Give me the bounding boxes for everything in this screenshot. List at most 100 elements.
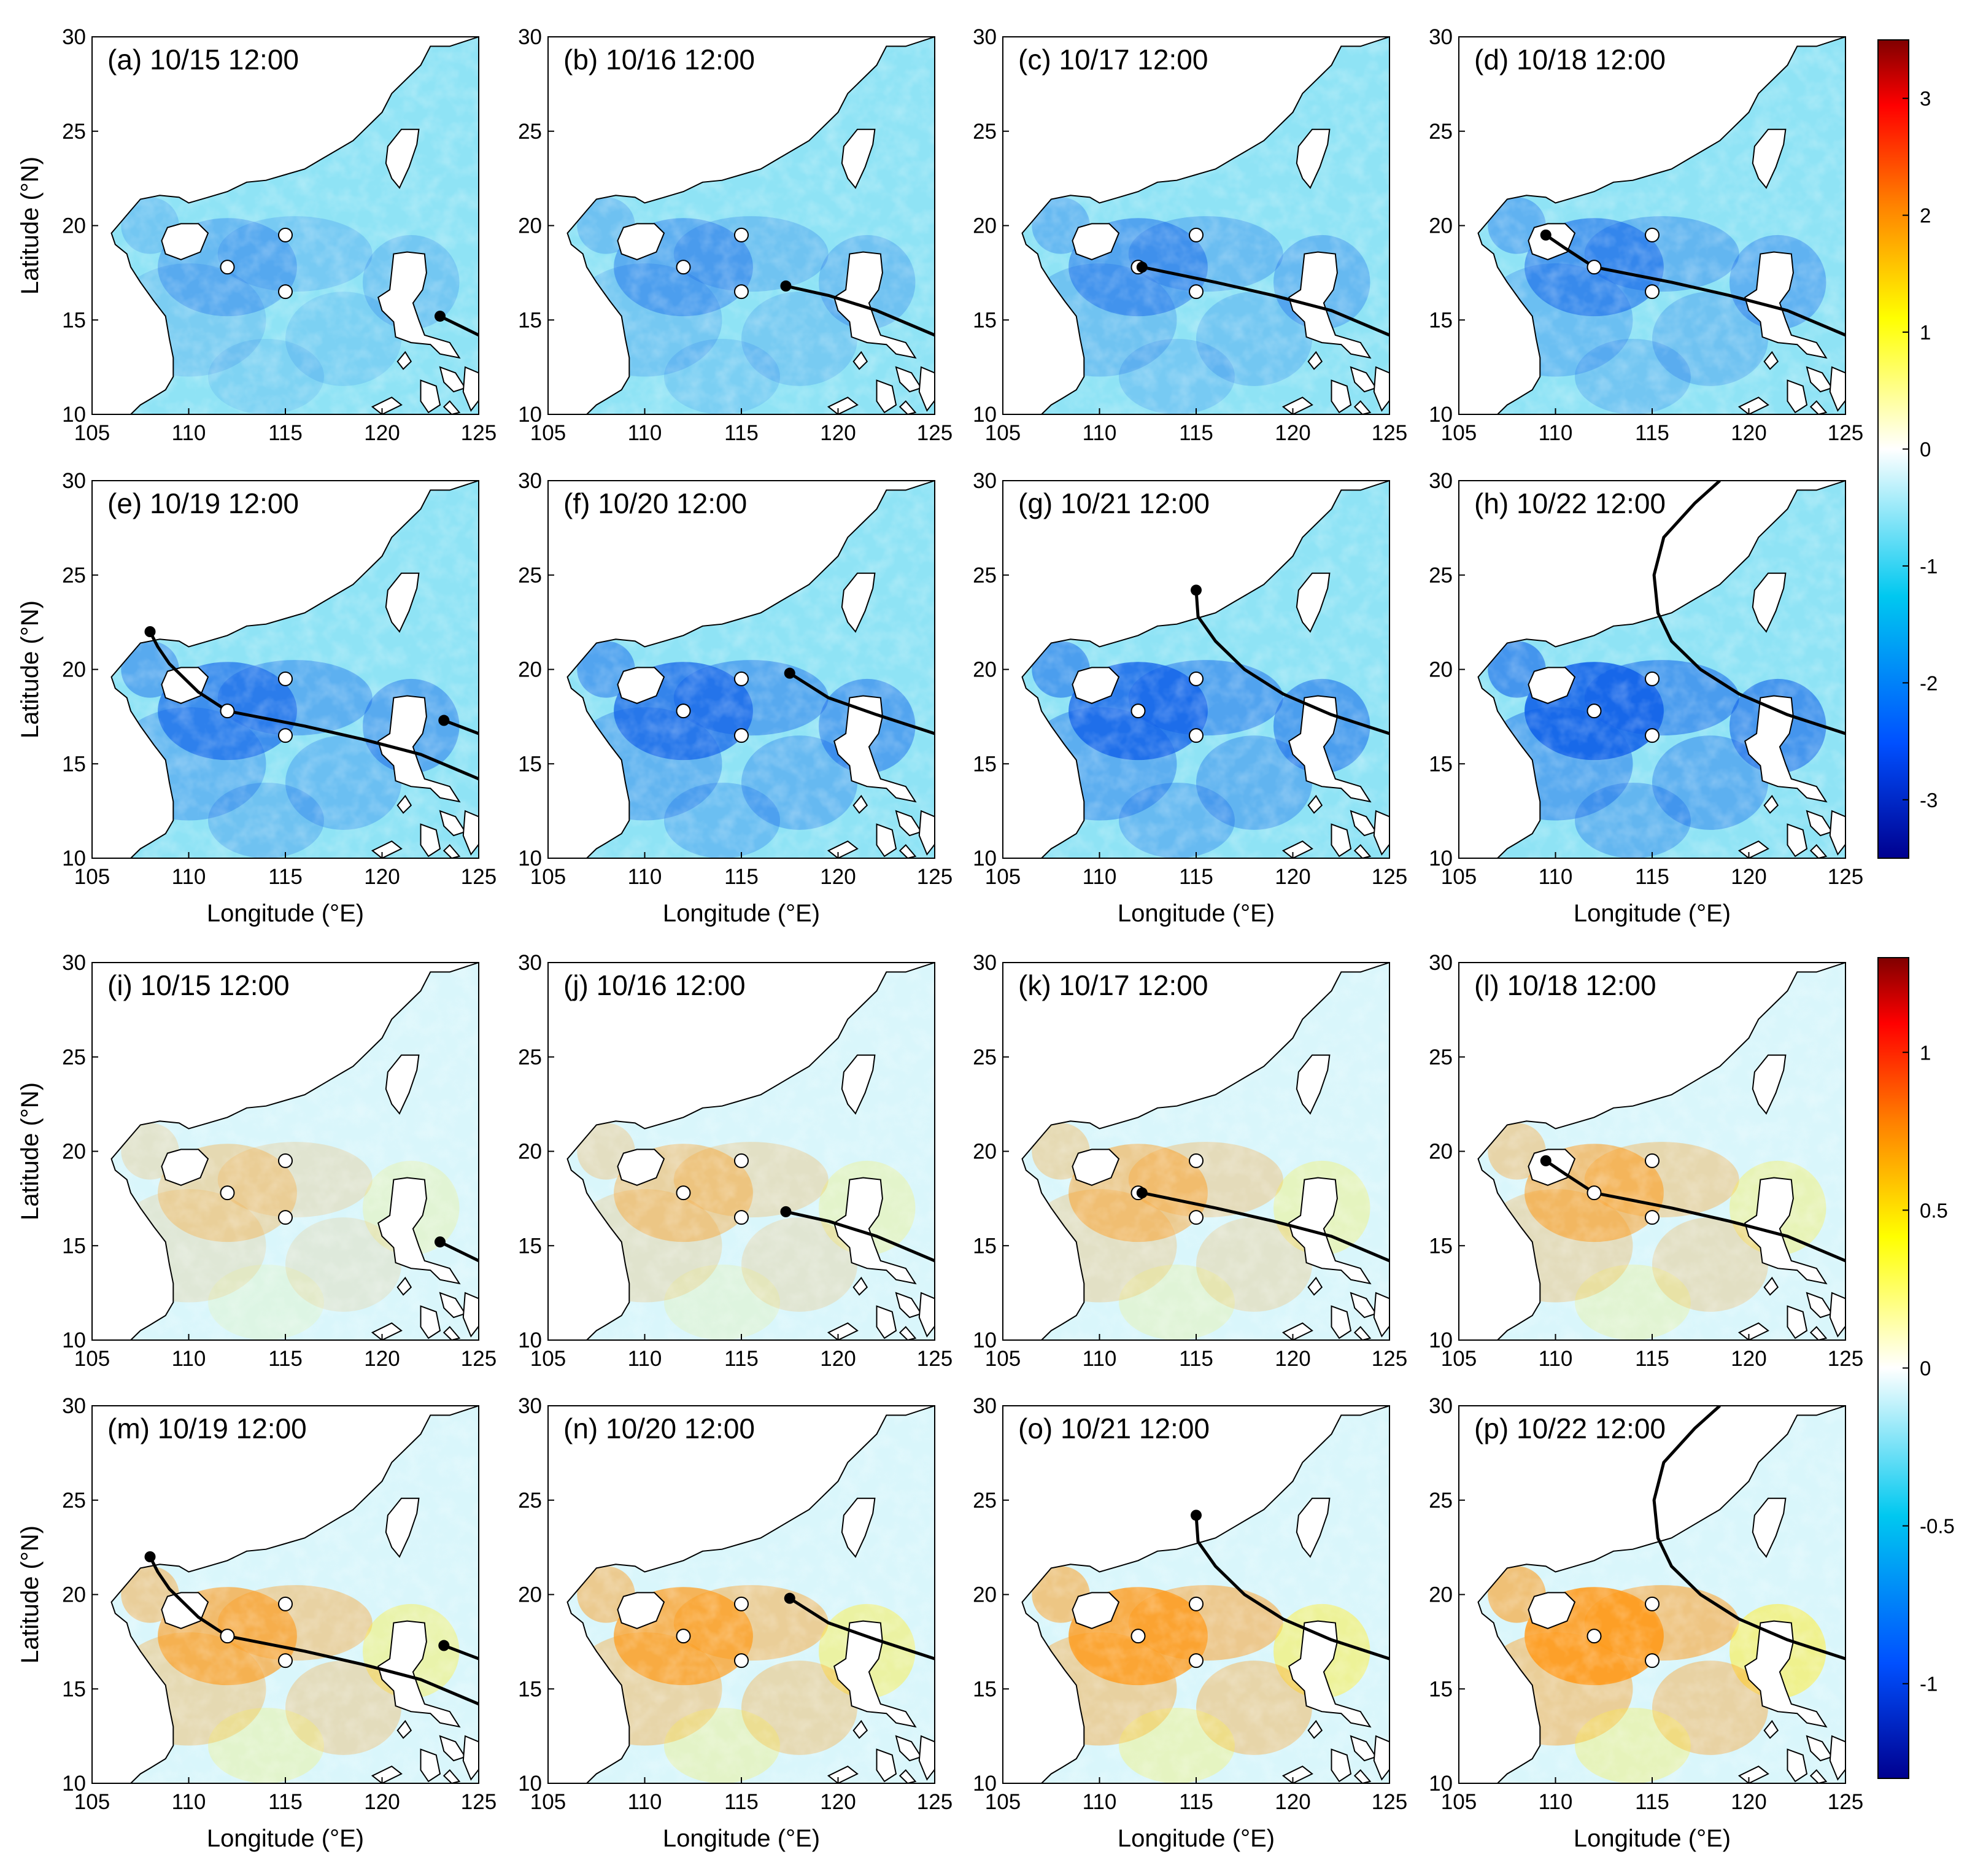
colorbar-tick-label: 0: [1920, 438, 1931, 461]
island-outline: [1737, 1322, 1769, 1340]
y-tick-label: 15: [1429, 1677, 1453, 1701]
y-tick-label: 25: [1429, 564, 1453, 587]
y-tick-label: 30: [1429, 951, 1453, 975]
island-outline: [1288, 1177, 1372, 1285]
typhoon-center-marker: [1191, 1510, 1202, 1521]
x-tick-label: 115: [724, 865, 759, 889]
island-outline: [1763, 351, 1779, 370]
island-outline: [462, 1735, 479, 1781]
x-tick-label: 110: [628, 1347, 662, 1371]
x-axis-label: Longitude (°E): [207, 1825, 364, 1852]
landmass: [548, 963, 935, 1340]
landmass: [92, 963, 479, 1340]
x-axis-label: Longitude (°E): [1574, 1825, 1731, 1852]
y-tick-label: 30: [973, 469, 997, 493]
y-tick-label: 20: [518, 214, 542, 238]
x-tick-label: 115: [1179, 865, 1213, 889]
island-outline: [1281, 397, 1313, 414]
y-tick-label: 15: [973, 308, 997, 332]
typhoon-center-marker: [784, 667, 795, 679]
x-tick-label: 115: [724, 421, 759, 445]
y-tick-label: 20: [1429, 1583, 1453, 1607]
panel-label: (e) 10/19 12:00: [107, 487, 299, 519]
island-outline: [371, 1766, 403, 1783]
island-outline: [1373, 366, 1389, 412]
x-tick-label: 120: [1275, 421, 1310, 445]
island-outline: [371, 1322, 403, 1340]
typhoon-track: [1545, 1159, 1845, 1263]
station-marker: [1645, 284, 1660, 300]
island-outline: [396, 794, 412, 814]
x-tick-label: 125: [1828, 1790, 1863, 1814]
typhoon-track: [1194, 590, 1389, 735]
island-outline: [377, 1177, 461, 1285]
landmass: [1459, 963, 1845, 1340]
island-outline: [1296, 1054, 1331, 1115]
island-outline: [918, 366, 935, 412]
typhoon-center-marker: [435, 1236, 446, 1248]
island-outline: [617, 667, 665, 704]
y-tick-label: 10: [973, 403, 997, 427]
typhoon-center-marker: [1136, 262, 1148, 273]
station-marker: [734, 671, 749, 686]
x-tick-label: 125: [1372, 1790, 1407, 1814]
station-marker: [734, 1153, 749, 1168]
colorbar-tick-label: 2: [1920, 204, 1931, 227]
x-tick-label: 115: [724, 1790, 759, 1814]
island-outline: [895, 1292, 922, 1319]
station-marker: [734, 1210, 749, 1225]
y-tick-label: 10: [62, 847, 86, 870]
x-axis-label: Longitude (°E): [1118, 900, 1275, 927]
x-tick-label: 110: [172, 865, 206, 889]
island-outline: [918, 1292, 935, 1338]
island-outline: [1353, 1326, 1372, 1340]
colorbar-tick-label: 3: [1920, 87, 1931, 110]
island-outline: [1373, 1735, 1389, 1781]
island-outline: [439, 366, 466, 393]
panel-label: (o) 10/21 12:00: [1018, 1413, 1210, 1444]
typhoon-track: [1652, 481, 1845, 735]
x-tick-label: 105: [985, 1347, 1021, 1371]
map-panel: 105 110 115 120 125 10 15 20 25 30 (j) 10/16 12:00: [518, 951, 953, 1371]
y-axis-label: Latitude (°N): [17, 157, 44, 295]
map-panel: 105 110 115 120 125 10 15 20 25 30 (l) 10/18 12:00: [1429, 951, 1863, 1371]
station-marker: [278, 671, 293, 686]
x-tick-label: 125: [917, 1790, 953, 1814]
station-marker: [1189, 671, 1204, 686]
y-tick-label: 25: [1429, 1489, 1453, 1513]
island-outline: [827, 840, 859, 858]
island-outline: [1809, 1769, 1828, 1783]
y-tick-label: 30: [518, 25, 542, 49]
island-outline: [1072, 667, 1120, 704]
island-outline: [161, 667, 209, 704]
island-outline: [1809, 1326, 1828, 1340]
island-outline: [1353, 844, 1372, 858]
x-tick-label: 120: [820, 865, 856, 889]
y-tick-label: 15: [973, 1234, 997, 1258]
island-outline: [1350, 1735, 1377, 1762]
island-outline: [1307, 794, 1323, 814]
y-tick-label: 10: [518, 847, 542, 870]
island-outline: [1350, 1292, 1377, 1319]
y-tick-label: 30: [518, 951, 542, 975]
island-outline: [1307, 351, 1323, 370]
map-panel: 105 110 115 120 125 10 15 20 25 30 (n) 10/20 12:00…: [518, 1394, 953, 1852]
x-tick-label: 115: [1635, 1790, 1669, 1814]
island-outline: [1806, 1735, 1833, 1762]
x-tick-label: 125: [461, 1790, 497, 1814]
y-tick-label: 10: [973, 847, 997, 870]
x-tick-label: 125: [917, 421, 953, 445]
island-outline: [1331, 1748, 1352, 1783]
y-tick-label: 15: [62, 308, 86, 332]
island-outline: [462, 366, 479, 412]
x-tick-label: 110: [1539, 1790, 1573, 1814]
station-marker: [1645, 671, 1660, 686]
panel-label: (j) 10/16 12:00: [563, 969, 746, 1001]
station-marker: [734, 728, 749, 743]
island-outline: [918, 1735, 935, 1781]
x-tick-label: 115: [1635, 1347, 1669, 1371]
station-marker: [1645, 1153, 1660, 1168]
island-outline: [1737, 840, 1769, 858]
y-tick-label: 15: [1429, 752, 1453, 776]
